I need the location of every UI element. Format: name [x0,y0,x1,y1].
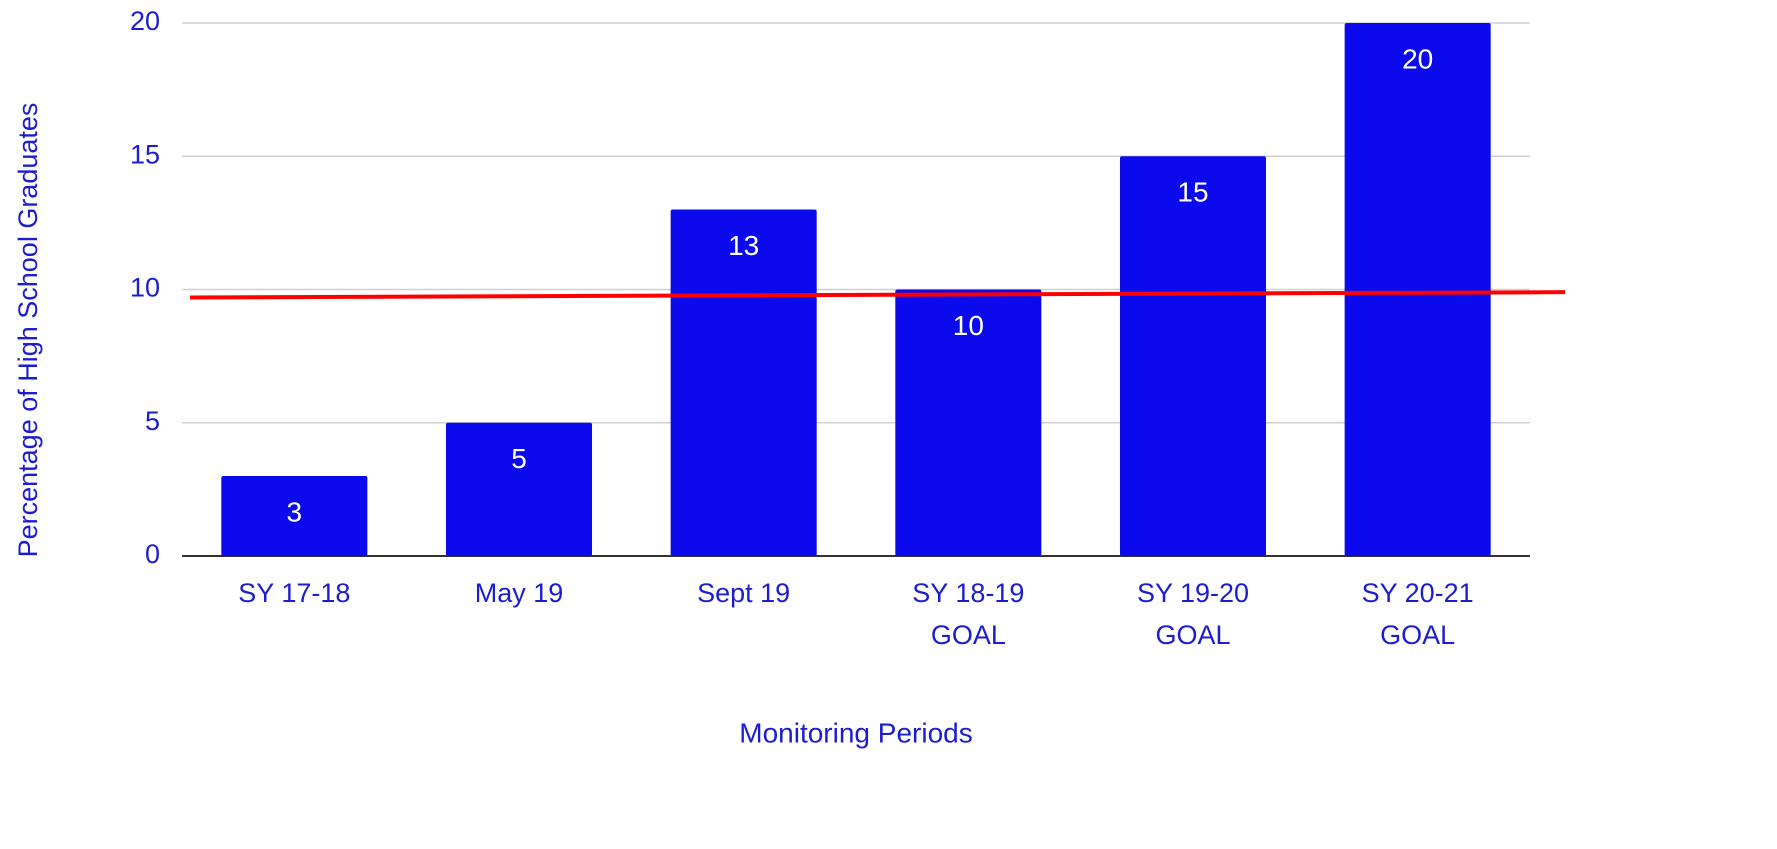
value-label: 13 [728,230,759,261]
y-tick-label: 15 [130,139,160,169]
value-label: 5 [511,443,527,474]
x-tick-label: SY 18-19 GOAL [912,578,1025,650]
value-label: 15 [1177,177,1208,208]
bar [1344,23,1491,556]
x-tick-label: Sept 19 [697,578,791,608]
x-axis-label: Monitoring Periods [739,717,972,748]
bar [221,476,368,556]
value-label: 20 [1402,43,1433,74]
value-label: 10 [953,310,984,341]
y-tick-label: 20 [130,6,160,36]
y-axis-label: Percentage of High School Graduates [13,103,43,558]
bar [1119,156,1267,556]
bar [445,422,593,556]
bar [895,289,1042,556]
y-tick-label: 10 [130,273,160,303]
y-tick-label: 5 [145,406,160,436]
y-tick-label: 0 [145,539,160,569]
reference-line [189,290,1566,300]
value-label: 3 [287,496,303,527]
x-tick-label: SY 19-20 GOAL [1136,578,1250,650]
bar [670,209,817,557]
x-tick-label: SY 20-21 GOAL [1361,578,1474,650]
x-tick-label: May 19 [474,578,564,608]
x-tick-label: SY 17-18 [238,578,351,608]
